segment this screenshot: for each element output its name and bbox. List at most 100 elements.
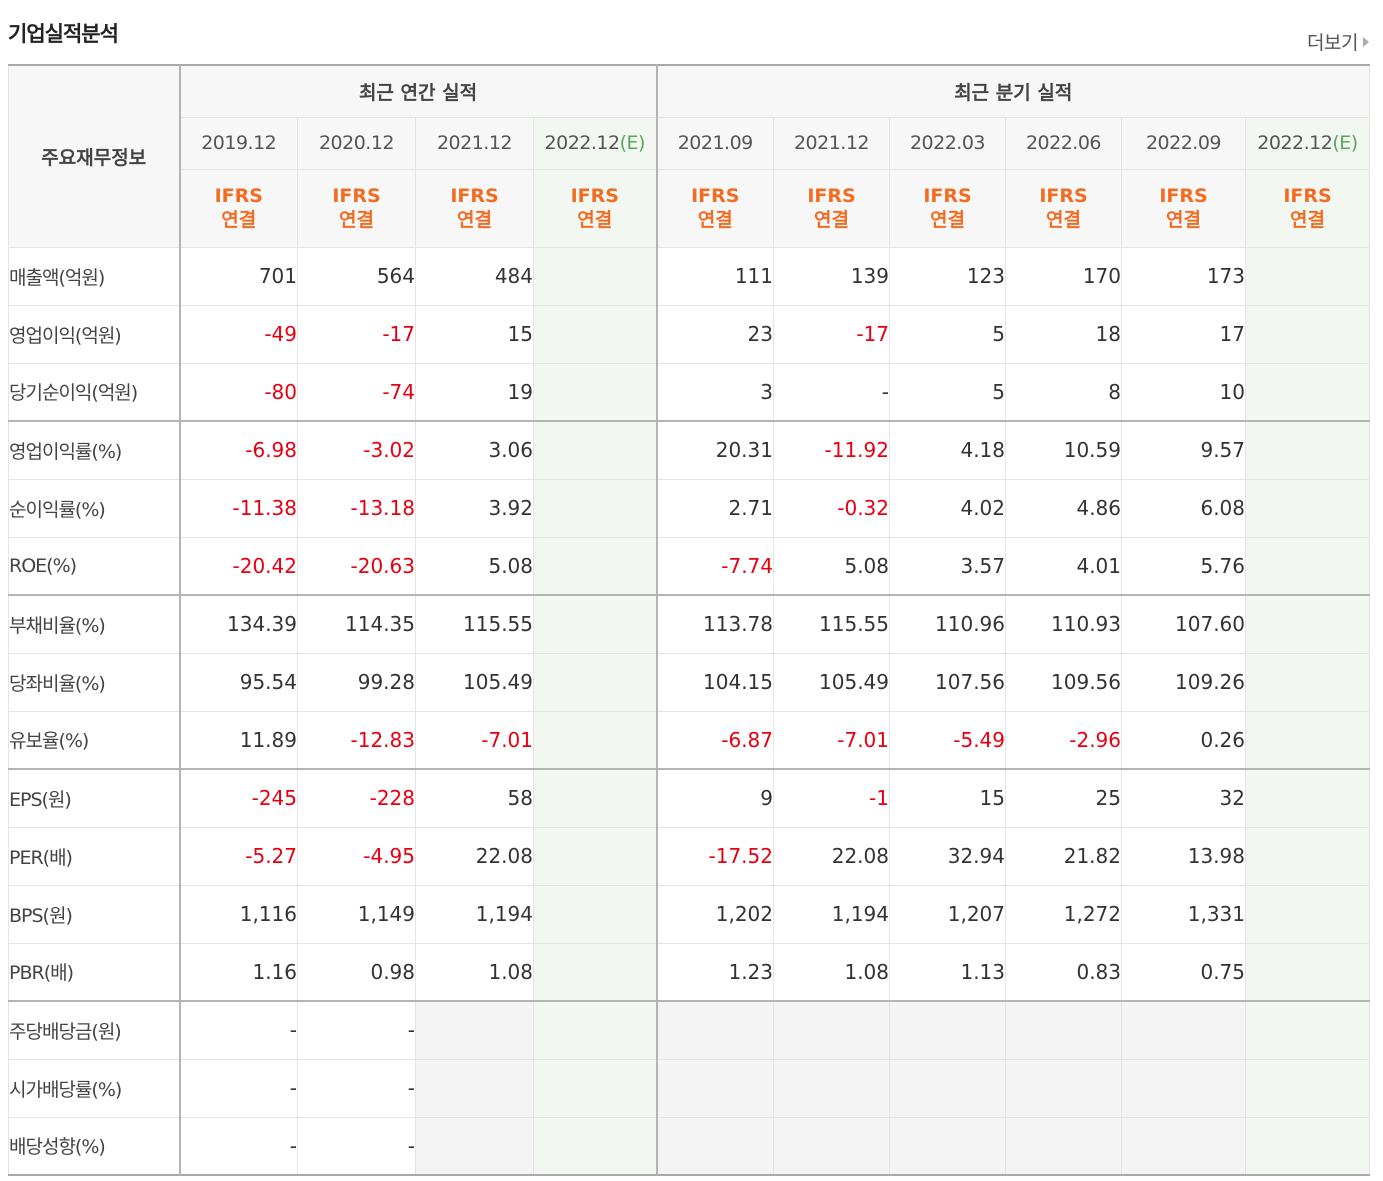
- value-cell: -11.38: [179, 478, 298, 538]
- basis-line1: IFRS: [691, 185, 740, 207]
- value-cell: 32: [1121, 768, 1246, 828]
- basis-label: IFRS 연결: [533, 168, 657, 248]
- quarter-period-header: 2022.12(E): [1245, 116, 1370, 170]
- value-cell: [533, 942, 657, 1002]
- value-cell: 15: [889, 768, 1006, 828]
- period-label: 2021.12: [793, 132, 870, 154]
- row-label: 매출액(억원): [8, 246, 181, 306]
- period-label: 2022.06: [1025, 132, 1102, 154]
- value-cell: [1005, 1058, 1122, 1118]
- value-cell: -20.63: [297, 536, 416, 596]
- table-row: 영업이익률(%) -6.98 -3.02 3.06 20.31 -11.92 4.18 10.…: [8, 420, 1370, 480]
- value-cell: 0.98: [297, 942, 416, 1002]
- value-cell: 25: [1005, 768, 1122, 828]
- row-label: 당좌비율(%): [8, 652, 181, 712]
- value-cell: -245: [179, 768, 298, 828]
- value-cell: [1245, 710, 1370, 770]
- value-cell: 4.01: [1005, 536, 1122, 596]
- quarter-period-header: 2022.03: [889, 116, 1006, 170]
- value-cell: [889, 1058, 1006, 1118]
- value-cell: -20.42: [179, 536, 298, 596]
- value-cell: 5: [889, 304, 1006, 364]
- value-cell: 3.92: [415, 478, 534, 538]
- value-cell: -7.01: [415, 710, 534, 770]
- annual-period-header: 2021.12: [415, 116, 534, 170]
- value-cell: 170: [1005, 246, 1122, 306]
- value-cell: [773, 1116, 890, 1176]
- period-label: 2022.12: [544, 132, 621, 154]
- quarter-period-header: 2022.06: [1005, 116, 1122, 170]
- value-cell: 32.94: [889, 826, 1006, 886]
- value-cell: -4.95: [297, 826, 416, 886]
- value-cell: 123: [889, 246, 1006, 306]
- value-cell: 105.49: [415, 652, 534, 712]
- value-cell: -: [297, 1116, 416, 1176]
- estimate-mark: (E): [1332, 132, 1358, 154]
- value-cell: [533, 826, 657, 886]
- value-cell: 564: [297, 246, 416, 306]
- value-cell: -17: [773, 304, 890, 364]
- basis-line2: 연결: [930, 209, 965, 231]
- quarter-period-header: 2021.09: [655, 116, 774, 170]
- header-row-groups: 주요재무정보 최근 연간 실적 최근 분기 실적: [8, 64, 1370, 248]
- value-cell: [1245, 652, 1370, 712]
- value-cell: 107.56: [889, 652, 1006, 712]
- row-label: 순이익률(%): [8, 478, 181, 538]
- value-cell: 104.15: [655, 652, 774, 712]
- basis-label: IFRS 연결: [773, 168, 890, 248]
- value-cell: [655, 1116, 774, 1176]
- value-cell: -: [179, 1116, 298, 1176]
- value-cell: [655, 1058, 774, 1118]
- value-cell: -: [297, 1000, 416, 1060]
- row-label: 영업이익률(%): [8, 420, 181, 480]
- value-cell: 111: [655, 246, 774, 306]
- row-label: 부채비율(%): [8, 594, 181, 654]
- table-row: PBR(배) 1.16 0.98 1.08 1.23 1.08 1.13 0.83 0.75: [8, 942, 1370, 1002]
- value-cell: -2.96: [1005, 710, 1122, 770]
- value-cell: [1245, 1116, 1370, 1176]
- basis-line2: 연결: [1046, 209, 1081, 231]
- value-cell: 0.83: [1005, 942, 1122, 1002]
- value-cell: 11.89: [179, 710, 298, 770]
- estimate-mark: (E): [619, 132, 646, 154]
- value-cell: [773, 1000, 890, 1060]
- annual-period-header: 2020.12: [297, 116, 416, 170]
- value-cell: -0.32: [773, 478, 890, 538]
- value-cell: 1.23: [655, 942, 774, 1002]
- value-cell: 21.82: [1005, 826, 1122, 886]
- value-cell: [1121, 1116, 1246, 1176]
- value-cell: [533, 246, 657, 306]
- table-row: BPS(원) 1,116 1,149 1,194 1,202 1,194 1,207 1,27…: [8, 884, 1370, 944]
- row-label: ROE(%): [8, 536, 181, 596]
- basis-line1: IFRS: [332, 185, 381, 207]
- value-cell: [533, 478, 657, 538]
- value-cell: [1245, 1058, 1370, 1118]
- value-cell: 10: [1121, 362, 1246, 422]
- value-cell: 0.75: [1121, 942, 1246, 1002]
- value-cell: 484: [415, 246, 534, 306]
- section-title: 기업실적분석: [8, 22, 119, 46]
- value-cell: [1245, 826, 1370, 886]
- value-cell: 1.08: [773, 942, 890, 1002]
- more-link[interactable]: 더보기: [1307, 28, 1369, 55]
- value-cell: 5: [889, 362, 1006, 422]
- value-cell: 113.78: [655, 594, 774, 654]
- basis-label: IFRS 연결: [1121, 168, 1246, 248]
- period-label: 2022.09: [1145, 132, 1222, 154]
- value-cell: -: [297, 1058, 416, 1118]
- table-row: PER(배) -5.27 -4.95 22.08 -17.52 22.08 32.94 21.…: [8, 826, 1370, 886]
- value-cell: [533, 594, 657, 654]
- value-cell: 0.26: [1121, 710, 1246, 770]
- value-cell: 1,194: [773, 884, 890, 944]
- value-cell: 1,116: [179, 884, 298, 944]
- value-cell: -: [179, 1058, 298, 1118]
- value-cell: 2.71: [655, 478, 774, 538]
- period-label: 2022.03: [909, 132, 986, 154]
- value-cell: 3.06: [415, 420, 534, 480]
- value-cell: [533, 362, 657, 422]
- row-label: PER(배): [8, 826, 181, 886]
- value-cell: [889, 1000, 1006, 1060]
- period-label: 2019.12: [201, 132, 277, 154]
- annual-period-header: 2019.12: [179, 116, 298, 170]
- row-label: 시가배당률(%): [8, 1058, 181, 1118]
